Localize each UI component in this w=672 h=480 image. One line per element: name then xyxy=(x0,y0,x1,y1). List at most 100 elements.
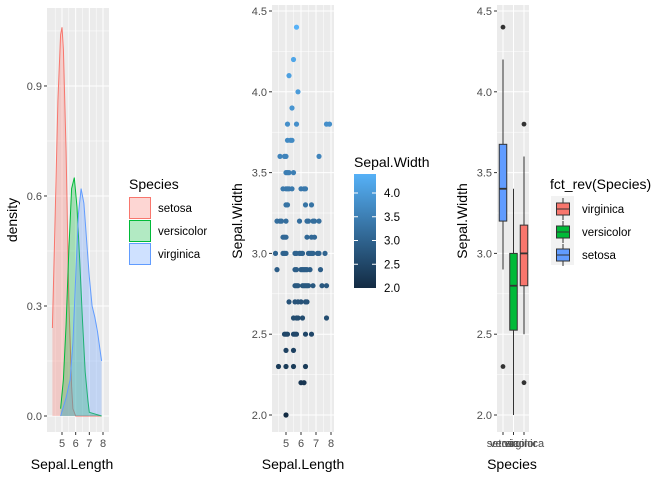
x-tick-label: setosa xyxy=(487,438,520,450)
x-tick-label: versicolor xyxy=(490,438,537,450)
scatter-point xyxy=(319,283,325,289)
x-tick-label: 5 xyxy=(283,438,289,450)
y-tick-label: 4.5 xyxy=(477,6,492,18)
outlier-virginica xyxy=(521,121,527,127)
scatter-point xyxy=(290,56,297,63)
scatter-point xyxy=(289,105,295,111)
x-tick-label: 8 xyxy=(100,438,106,450)
scatter-point xyxy=(283,153,289,159)
x-tick-label: 7 xyxy=(86,438,92,450)
scatter-point xyxy=(305,283,312,289)
scatter-point xyxy=(310,283,316,289)
y-tick-label: 4.5 xyxy=(252,6,267,18)
y-axis-title: Sepal.Width xyxy=(454,183,470,258)
scatter-point xyxy=(307,267,313,273)
scatter-point xyxy=(298,299,304,305)
scatter-point xyxy=(316,153,322,159)
scatter-point xyxy=(290,363,297,370)
boxplot-panel: 2.02.53.03.54.04.5setosaversicolorvirgin… xyxy=(454,5,651,472)
scatter-point xyxy=(277,153,283,159)
scatter-point xyxy=(284,331,291,337)
scatter-point xyxy=(284,121,291,127)
scatter-point xyxy=(302,202,309,208)
legend-key-setosa xyxy=(129,197,151,219)
density-area-setosa xyxy=(52,27,102,417)
legend-label-setosa: setosa xyxy=(582,250,616,262)
colorbar-label: 3.5 xyxy=(384,212,400,224)
scatter-point xyxy=(322,250,328,256)
scatter-point xyxy=(316,218,322,224)
colorbar-label: 2.5 xyxy=(384,259,400,271)
scatter-point xyxy=(316,250,322,256)
outlier-setosa xyxy=(500,24,506,30)
x-tick-label: 8 xyxy=(328,438,334,450)
scatter-point xyxy=(286,170,292,176)
x-tick-label: 5 xyxy=(59,438,65,450)
legend-key-virginica xyxy=(129,243,151,265)
scatter-point xyxy=(283,363,289,370)
scatter-point xyxy=(289,137,295,143)
legend-title: Sepal.Width xyxy=(354,154,429,170)
scatter-point xyxy=(293,331,300,337)
scatter-point xyxy=(284,202,291,208)
scatter-point xyxy=(302,186,309,192)
legend-label-setosa: setosa xyxy=(158,203,192,215)
y-tick-label: 3.0 xyxy=(477,248,492,260)
box-virginica xyxy=(519,224,529,287)
y-axis-title: Sepal.Width xyxy=(229,183,245,258)
legend-title: Species xyxy=(129,176,179,192)
legend-label-virginica: virginica xyxy=(582,204,625,216)
scatter-point xyxy=(299,250,306,256)
box-versicolor xyxy=(509,252,518,331)
scatter-point xyxy=(293,267,300,273)
legend-label-versicolor: versicolor xyxy=(582,227,631,239)
scatter-point xyxy=(317,267,324,273)
outlier-setosa xyxy=(500,364,506,369)
scatter-point xyxy=(286,299,292,305)
scatter-point xyxy=(283,412,289,418)
scatter-point xyxy=(289,186,295,192)
scatter-point xyxy=(290,170,297,176)
y-tick-label: 0.9 xyxy=(27,81,42,93)
y-tick-label: 0.6 xyxy=(27,191,42,203)
y-tick-label: 2.0 xyxy=(252,410,267,422)
scatter-point xyxy=(304,234,310,240)
y-tick-label: 4.0 xyxy=(477,87,492,99)
y-tick-label: 0.3 xyxy=(27,301,42,313)
scatter-point xyxy=(302,363,309,370)
colorbar xyxy=(354,174,376,288)
scatter-point xyxy=(301,380,307,386)
scatter-point xyxy=(295,315,301,321)
legend-label-virginica: virginica xyxy=(158,249,201,261)
scatter-point xyxy=(295,283,301,289)
legend-key-bg xyxy=(129,220,151,242)
scatter-point xyxy=(283,347,289,353)
scatter-point xyxy=(283,250,289,256)
scatter-point xyxy=(305,218,312,224)
y-tick-label: 3.0 xyxy=(252,248,267,260)
density-line-virginica xyxy=(60,188,103,417)
scatter-point xyxy=(308,202,315,208)
scatter-point xyxy=(304,299,310,305)
legend-key-bg xyxy=(129,243,151,265)
scatter-point xyxy=(295,89,301,95)
x-tick-label: 6 xyxy=(298,438,304,450)
density-line-versicolor xyxy=(60,177,102,417)
colorbar-label: 2.0 xyxy=(384,283,400,295)
scatter-point xyxy=(299,315,306,321)
box-setosa xyxy=(498,143,508,222)
scatter-point xyxy=(323,283,330,289)
colorbar-label: 3.0 xyxy=(384,236,400,248)
x-axis-title: Species xyxy=(487,456,537,472)
plot-background xyxy=(272,5,334,432)
x-tick-label: virginica xyxy=(504,438,545,450)
scatter-point xyxy=(311,234,318,240)
y-tick-label: 2.5 xyxy=(477,329,492,341)
scatter-point xyxy=(272,250,279,256)
colorbar-label: 4.0 xyxy=(384,188,400,200)
scatter-point xyxy=(274,267,280,273)
y-tick-label: 2.0 xyxy=(477,410,492,422)
x-axis-title: Sepal.Length xyxy=(31,456,114,472)
legend-label-versicolor: versicolor xyxy=(158,226,207,238)
